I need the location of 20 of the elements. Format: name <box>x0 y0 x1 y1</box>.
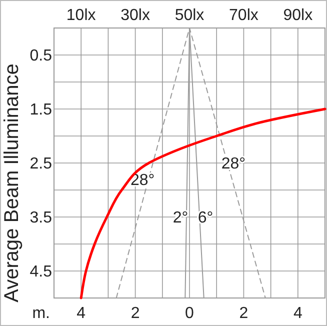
x-axis-title: m. <box>32 305 50 322</box>
y-tick-label: 3.5 <box>30 210 52 227</box>
annotation: 6° <box>198 210 214 227</box>
annotation: 28° <box>221 156 246 173</box>
x2-tick-label: 90lx <box>283 7 313 24</box>
y-tick-label: 2.5 <box>30 156 52 173</box>
annotation: 2° <box>172 210 188 227</box>
x2-tick-label: 10lx <box>66 7 96 24</box>
y-tick-label: 1.5 <box>30 102 52 119</box>
x2-tick-label: 70lx <box>229 7 258 24</box>
x-tick-label: 0 <box>185 305 194 322</box>
y-tick-label: 4.5 <box>30 264 52 281</box>
x-tick-label: 2 <box>239 305 248 322</box>
x2-tick-label: 30lx <box>120 7 150 24</box>
y-tick-label: 0.5 <box>30 48 52 65</box>
x-tick-label: 4 <box>76 305 86 322</box>
x-tick-label: 2 <box>130 305 140 322</box>
x2-tick-label: 50lx <box>174 7 204 24</box>
y-axis-title: Average Beam Illuminance <box>1 64 23 302</box>
x-tick-label: 4 <box>293 305 302 322</box>
